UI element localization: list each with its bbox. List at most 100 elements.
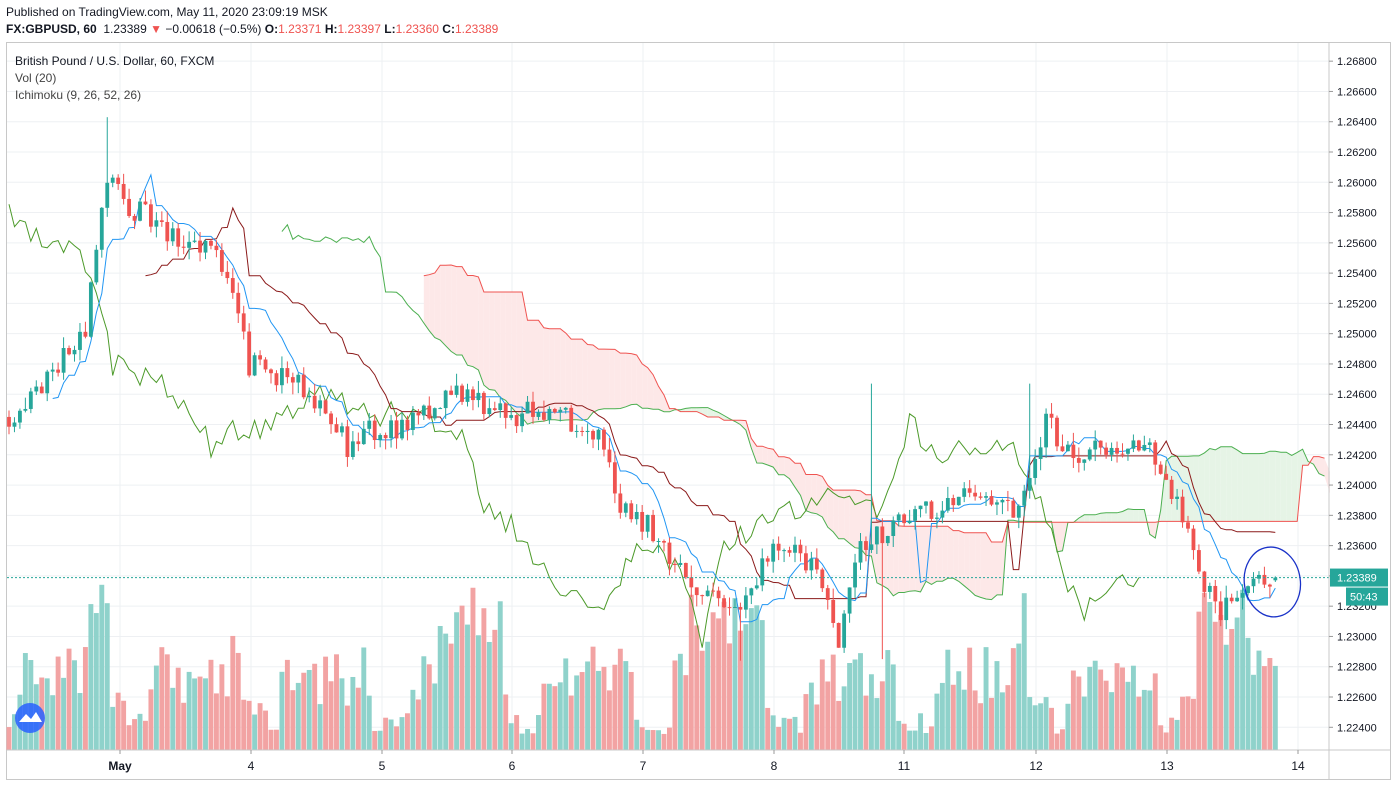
candle-body	[798, 544, 803, 554]
cloud-segment	[1248, 453, 1254, 522]
candle-body	[1213, 585, 1218, 602]
volume-bar	[628, 671, 634, 750]
volume-bar	[514, 715, 520, 750]
volume-bar	[590, 646, 596, 750]
volume-bar	[317, 704, 323, 750]
candle-body	[307, 395, 312, 398]
candle	[924, 501, 928, 514]
ichimoku-cloud	[423, 265, 1330, 600]
price-tick-label: 1.25200	[1337, 298, 1377, 310]
candle	[1251, 572, 1256, 593]
cloud-segment	[440, 265, 446, 346]
candle-body	[1027, 477, 1032, 491]
cloud-segment	[1220, 446, 1227, 522]
volume-bar	[667, 727, 672, 750]
candle	[449, 385, 454, 396]
volume-bar	[568, 695, 574, 750]
countdown-text: 50:43	[1350, 592, 1378, 604]
candle-body	[913, 509, 917, 521]
volume-bar	[634, 719, 640, 750]
open-value: 1.23371	[278, 22, 322, 36]
cloud-segment	[740, 420, 746, 431]
candle	[192, 231, 197, 243]
cloud-segment	[691, 407, 697, 412]
cloud-segment	[1226, 446, 1232, 522]
cloud-segment	[1078, 514, 1085, 523]
cloud-segment	[1111, 512, 1118, 523]
candle-body	[1049, 413, 1054, 418]
candle-body	[1197, 550, 1201, 572]
candle	[465, 383, 470, 407]
volume-bar	[132, 719, 137, 750]
volume-bar	[323, 656, 329, 750]
candle-body	[618, 493, 623, 513]
cloud-segment	[789, 458, 795, 488]
change-arrow: ▼	[150, 22, 162, 36]
candle	[318, 395, 323, 417]
candle-body	[1022, 490, 1027, 506]
cloud-segment	[598, 349, 604, 410]
candle	[323, 399, 328, 415]
volume-bar	[377, 730, 383, 750]
volume-bar	[929, 726, 934, 750]
volume-bar	[1169, 717, 1175, 750]
candle	[39, 382, 44, 394]
annotation-ellipse[interactable]	[1240, 543, 1305, 620]
candle-body	[138, 201, 142, 221]
volume-bar	[699, 650, 705, 750]
volume-bar	[677, 653, 683, 750]
candle-body	[918, 505, 923, 510]
change-text: −0.00618 (−0.5%)	[165, 22, 262, 36]
cloud-segment	[1286, 452, 1292, 522]
conversion-line	[52, 173, 1276, 623]
cloud-segment	[1117, 511, 1123, 523]
volume-bar	[1174, 719, 1180, 750]
candle-body	[765, 558, 770, 562]
cloud-segment	[478, 276, 484, 386]
candle	[1115, 441, 1119, 463]
candle	[1131, 434, 1136, 453]
ohlc-header: FX:GBPUSD, 60 1.23389 ▼ −0.00618 (−0.5%)…	[6, 22, 498, 36]
candle-body	[1267, 584, 1272, 587]
volume-bar	[355, 687, 361, 750]
candle-body	[902, 514, 907, 524]
price-tick-label: 1.26800	[1337, 56, 1377, 68]
candle-body	[285, 368, 290, 378]
volume-bar	[241, 699, 247, 750]
candle	[825, 584, 830, 610]
cloud-segment	[1204, 448, 1210, 522]
cloud-segment	[718, 412, 725, 421]
candle-body	[683, 562, 688, 578]
candle	[498, 397, 503, 418]
volume-bar	[1038, 703, 1044, 750]
candle-body	[121, 183, 126, 199]
candle	[651, 509, 655, 543]
volume-bar	[939, 682, 945, 750]
volume-bar	[945, 649, 951, 750]
candle-body	[836, 622, 841, 648]
volume-bar	[361, 647, 367, 750]
candle-body	[935, 517, 939, 519]
candle-body	[989, 496, 994, 505]
volume-bar	[213, 693, 219, 750]
candle-body	[864, 541, 868, 550]
candle-body	[607, 449, 612, 463]
time-axis[interactable]: May 4 5 6 7 8 11 12 13 14	[108, 750, 1305, 773]
candle-body	[252, 355, 257, 376]
cloud-segment	[838, 490, 845, 539]
candle-body	[323, 400, 328, 414]
candle	[356, 432, 361, 452]
price-axis[interactable]: 1.26800 1.26600 1.26400 1.26200 1.26000 1.258…	[1329, 56, 1377, 734]
volume-bar	[110, 706, 116, 750]
candle	[94, 244, 99, 285]
time-tick-label: 8	[771, 759, 778, 773]
candle-body	[296, 374, 301, 383]
cloud-segment	[576, 339, 583, 421]
volume-bar	[1005, 685, 1011, 750]
price-tick-label: 1.26400	[1337, 117, 1377, 129]
candle-body	[181, 246, 186, 248]
candle-body	[72, 349, 77, 355]
candle-body	[1251, 578, 1256, 587]
candle	[400, 412, 404, 441]
